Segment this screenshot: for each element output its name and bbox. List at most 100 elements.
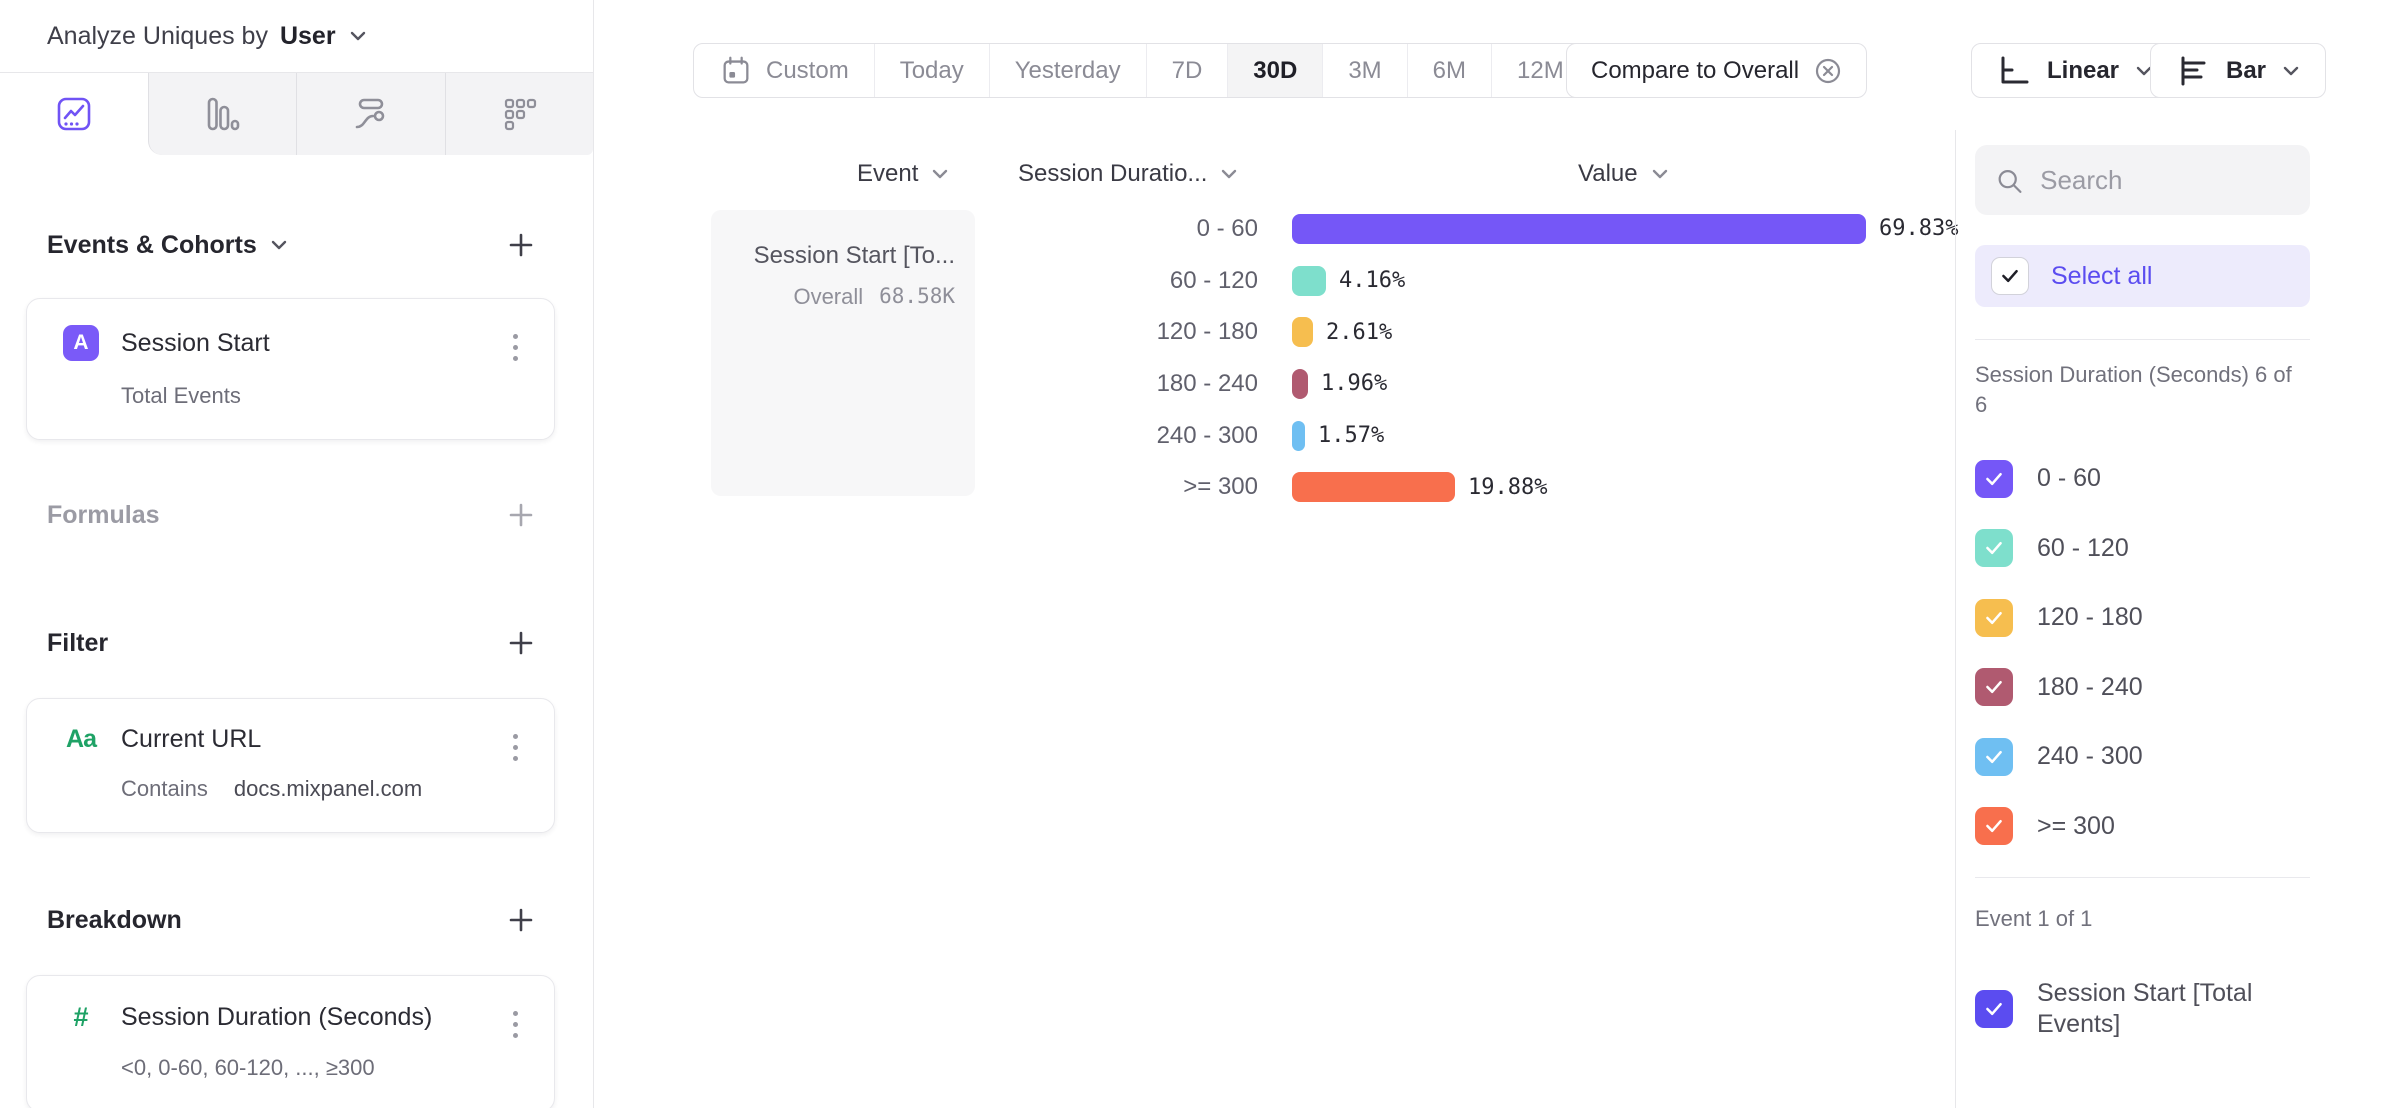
filter-value[interactable]: docs.mixpanel.com — [233, 776, 423, 801]
tab-insights[interactable] — [0, 73, 148, 155]
filter-header: Filter — [26, 623, 555, 663]
date-range-30d[interactable]: 30D — [1227, 44, 1323, 97]
divider — [1975, 339, 2310, 340]
legend-checkbox[interactable] — [1975, 990, 2013, 1028]
legend-item[interactable]: 60 - 120 — [1975, 514, 2310, 584]
legend-item[interactable]: >= 300 — [1975, 792, 2310, 862]
legend-item[interactable]: 180 - 240 — [1975, 653, 2310, 723]
bar-value-label: 69.83% — [1879, 216, 1959, 242]
search-input[interactable] — [2040, 164, 2290, 196]
analysis-unit-selector[interactable]: User — [279, 21, 336, 50]
tab-retention[interactable] — [444, 73, 593, 155]
tab-funnels[interactable] — [147, 73, 296, 155]
legend-search[interactable] — [1975, 145, 2310, 215]
legend-item[interactable]: 120 - 180 — [1975, 583, 2310, 653]
formulas-label: Formulas — [47, 500, 160, 529]
legend-panel: Select all Session Duration (Seconds) 6 … — [1975, 145, 2310, 1040]
date-range-selector: Custom Today Yesterday 7D 30D 3M 6M 12M — [693, 43, 1590, 98]
filter-property-name: Current URL — [121, 725, 262, 753]
date-range-today[interactable]: Today — [873, 44, 989, 97]
bucket-label: 0 - 60 — [1196, 214, 1258, 242]
breakdown-card-menu-button[interactable] — [498, 1004, 532, 1044]
report-type-tabs — [0, 73, 593, 155]
breakdown-card-session-duration[interactable]: # Session Duration (Seconds) <0, 0-60, 6… — [26, 975, 555, 1108]
date-range-6m[interactable]: 6M — [1406, 44, 1491, 97]
column-header-event[interactable]: Event — [857, 160, 950, 188]
chevron-down-icon — [2283, 66, 2299, 75]
check-icon — [1986, 542, 2002, 555]
bar-0-60[interactable] — [1292, 213, 1866, 244]
event-row-title: Session Start [To... — [753, 242, 955, 269]
add-breakdown-button[interactable] — [501, 900, 541, 940]
date-range-12m[interactable]: 12M — [1491, 44, 1589, 97]
bucket-label: 120 - 180 — [1156, 318, 1258, 346]
compare-to-overall-chip[interactable]: Compare to Overall — [1566, 43, 1868, 98]
tab-flows[interactable] — [296, 73, 445, 155]
event-card-menu-button[interactable] — [498, 327, 532, 367]
chart-row: 240 - 300 1.57% — [1018, 410, 1958, 462]
legend-checkbox[interactable] — [1975, 598, 2013, 637]
add-filter-button[interactable] — [501, 623, 541, 663]
chart-row: 60 - 120 4.16% — [1018, 255, 1958, 307]
date-range-custom[interactable]: Custom — [694, 44, 874, 97]
filter-card-current-url[interactable]: Aa Current URL Contains docs.mixpanel.co… — [26, 698, 555, 833]
chevron-down-icon — [1652, 169, 1667, 179]
event-row-header[interactable]: Session Start [To... Overall 68.58K — [711, 210, 975, 496]
funnels-bars-icon — [207, 97, 240, 131]
analysis-label: Analyze Uniques by — [47, 21, 268, 50]
legend-checkbox[interactable] — [1975, 668, 2013, 707]
bar-120-180[interactable] — [1292, 317, 1313, 348]
check-icon — [1986, 611, 2002, 624]
add-formula-button[interactable] — [501, 495, 541, 535]
date-range-3m[interactable]: 3M — [1322, 44, 1406, 97]
linear-scale-icon — [2001, 56, 2029, 83]
column-header-value[interactable]: Value — [1578, 160, 1670, 188]
number-property-icon: # — [73, 1002, 89, 1032]
duration-legend-list: 0 - 60 60 - 120 120 - 180 180 - 240 — [1975, 444, 2310, 861]
query-builder-body: Events & Cohorts A Session Start Total E… — [0, 225, 593, 1108]
bar-gte-300[interactable] — [1292, 472, 1455, 503]
legend-item-event[interactable]: Session Start [Total Events] — [1975, 978, 2310, 1040]
select-all-row[interactable]: Select all — [1975, 245, 2310, 307]
chart-row: 180 - 240 1.96% — [1018, 358, 1958, 410]
bar-chart-icon — [2181, 56, 2206, 85]
scale-selector[interactable]: Linear — [1971, 43, 2180, 98]
event-name: Session Start — [121, 328, 270, 357]
bucket-label: 60 - 120 — [1169, 266, 1258, 294]
check-icon — [1986, 820, 2002, 833]
check-icon — [1986, 1002, 2002, 1016]
chevron-down-icon — [933, 169, 948, 179]
remove-compare-icon[interactable] — [1814, 57, 1842, 85]
event-card-session-start[interactable]: A Session Start Total Events — [26, 298, 555, 440]
overall-label: Overall — [793, 284, 864, 309]
legend-item[interactable]: 240 - 300 — [1975, 722, 2310, 792]
legend-checkbox[interactable] — [1975, 737, 2013, 776]
legend-checkbox[interactable] — [1975, 529, 2013, 568]
chart-type-selector[interactable]: Bar — [2150, 43, 2327, 98]
legend-checkbox[interactable] — [1975, 807, 2013, 846]
chevron-down-icon[interactable] — [269, 235, 289, 255]
bar-60-120[interactable] — [1292, 265, 1326, 296]
bar-180-240[interactable] — [1292, 368, 1308, 399]
chart-row: >= 300 19.88% — [1018, 461, 1958, 513]
bar-value-label: 1.57% — [1318, 423, 1385, 449]
plus-icon — [509, 908, 533, 932]
plus-icon — [509, 631, 533, 655]
event-aggregation[interactable]: Total Events — [121, 383, 241, 408]
legend-item[interactable]: 0 - 60 — [1975, 444, 2310, 514]
legend-checkbox[interactable] — [1975, 459, 2013, 498]
date-range-yesterday[interactable]: Yesterday — [988, 44, 1146, 97]
chevron-down-icon — [1222, 169, 1237, 179]
date-range-7d[interactable]: 7D — [1145, 44, 1228, 97]
filter-card-menu-button[interactable] — [498, 727, 532, 767]
bar-240-300[interactable] — [1292, 420, 1305, 451]
breakdown-buckets[interactable]: <0, 0-60, 60-120, ..., ≥300 — [121, 1055, 375, 1080]
chevron-down-icon[interactable] — [348, 26, 368, 46]
filter-operator[interactable]: Contains — [121, 776, 208, 801]
add-event-button[interactable] — [501, 225, 541, 265]
events-cohorts-label: Events & Cohorts — [47, 230, 257, 259]
duration-group-label: Session Duration (Seconds) 6 of 6 — [1975, 362, 2292, 417]
select-all-checkbox[interactable] — [1991, 257, 2029, 295]
column-header-breakdown[interactable]: Session Duratio... — [1018, 160, 1239, 188]
